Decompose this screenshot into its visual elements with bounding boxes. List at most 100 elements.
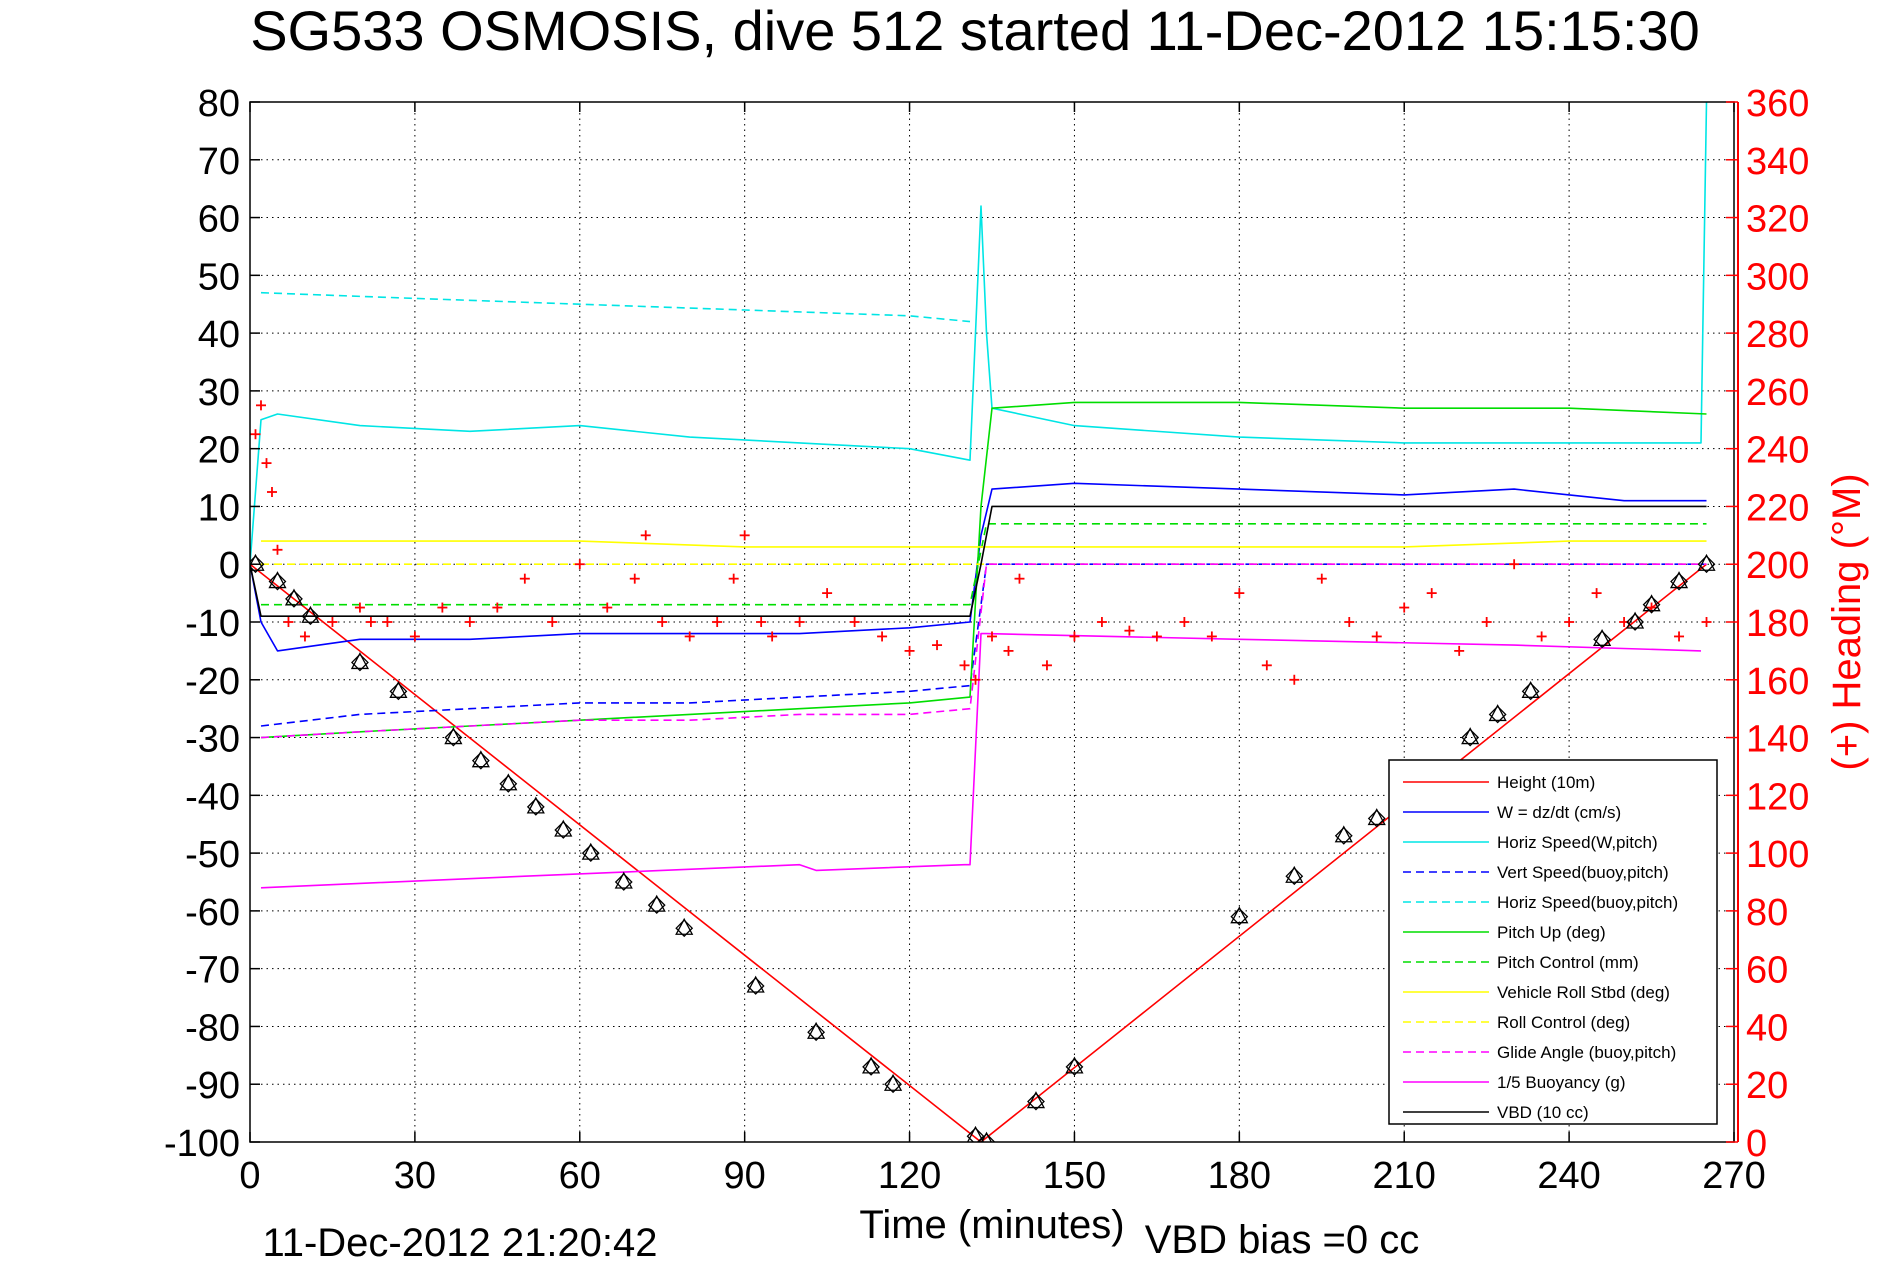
y-tick-label: 70 [198,141,240,183]
depth-marker-diamond [1593,630,1612,649]
heading-marker [1124,625,1135,636]
depth-marker-triangle [980,1131,993,1142]
depth-marker-triangle [1642,594,1661,612]
heading-marker [728,573,739,584]
heading-marker [1069,631,1080,642]
y2-tick-label: 60 [1746,950,1788,992]
y-tick-label: -60 [185,892,240,934]
depth-marker [499,773,518,793]
depth-marker [977,1131,996,1142]
depth-marker-triangle [1065,1056,1084,1074]
heading-marker [959,660,970,671]
depth-marker [1488,704,1507,724]
heading-marker [629,573,640,584]
heading-marker [904,645,915,656]
depth-marker [389,680,408,701]
plot-area [249,101,1735,1143]
x-tick-label: 150 [1043,1155,1106,1197]
marker-layer [250,400,1716,1142]
series-line-0 [250,563,1707,1142]
heading-marker [1426,588,1437,599]
legend-label-11: VBD (10 cc) [1497,1103,1589,1122]
depth-marker [1642,594,1661,614]
y2-tick-label: 120 [1746,776,1809,818]
series-line-2 [250,102,1708,565]
depth-marker [1026,1091,1046,1111]
depth-marker [1521,680,1540,701]
heading-marker [464,617,475,627]
heading-marker [255,400,266,411]
y2-tick-label: 100 [1746,834,1809,876]
depth-marker-diamond [526,797,545,816]
depth-marker-diamond [499,774,518,793]
depth-marker-triangle [581,842,600,860]
heading-marker [739,530,750,541]
heading-marker [877,631,888,642]
heading-marker [1536,631,1547,642]
y-tick-label: 50 [198,256,240,298]
depth-marker [444,727,463,747]
depth-marker-triangle [1461,727,1480,745]
footer-timestamp: 11-Dec-2012 21:20:42 [262,1221,657,1262]
heading-marker [327,617,338,627]
depth-marker [301,605,320,626]
depth-marker-diamond [675,919,694,938]
depth-marker [861,1056,881,1076]
depth-marker-diamond [1367,809,1386,828]
depth-marker [1230,906,1249,926]
depth-marker [1367,808,1386,828]
depth-marker [966,1125,985,1142]
depth-marker-diamond [1461,728,1480,747]
depth-marker-triangle [966,1125,985,1142]
x-tick-label: 120 [878,1155,941,1197]
y-tick-label: -80 [185,1007,240,1049]
depth-marker [526,796,545,816]
series-line-7 [261,540,1707,548]
legend-label-4: Horiz Speed(buoy,pitch) [1497,893,1678,912]
y-tick-label: 60 [198,199,240,241]
heading-marker [1316,573,1327,584]
heading-marker [987,631,997,642]
depth-marker-triangle [1625,611,1645,629]
y-tick-label: 40 [198,314,240,356]
y2-tick-label: 320 [1746,199,1809,241]
series-line-9 [260,563,1707,739]
depth-marker-diamond [1230,907,1249,926]
y-tick-label: 10 [198,487,240,529]
depth-marker-diamond [1334,826,1353,845]
heading-marker [1206,631,1217,642]
heading-marker [932,640,943,651]
y2-tick-label: 40 [1746,1007,1788,1049]
depth-marker [284,588,304,608]
y-tick-label: 0 [219,545,240,587]
heading-marker [354,602,365,613]
series-line-5 [260,401,1707,739]
y-axis-right: 3603403203002802602402202001801601401201… [1726,83,1809,1165]
depth-marker [1334,825,1353,845]
depth-marker [554,819,573,839]
depth-marker [268,571,287,591]
heading-marker [1289,674,1300,685]
depth-marker-triangle [675,917,694,935]
y2-tick-label: 0 [1746,1123,1767,1165]
heading-marker [684,631,695,642]
depth-marker-diamond [301,607,320,626]
y2-tick-label: 200 [1746,545,1809,587]
depth-marker-diamond [389,682,408,701]
heading-marker [299,631,310,642]
y-tick-label: -90 [185,1065,240,1107]
legend-label-9: Glide Angle (buoy,pitch) [1497,1043,1676,1062]
depth-marker-diamond [746,977,765,995]
heading-marker [756,617,767,627]
depth-marker-triangle [1488,704,1507,722]
depth-marker-diamond [581,844,600,863]
y2-tick-label: 300 [1746,256,1809,298]
depth-marker [1593,628,1612,649]
depth-marker [883,1073,903,1094]
depth-marker-diamond [1697,555,1716,574]
depth-marker-triangle [268,571,287,589]
heading-marker [1371,631,1382,642]
heading-marker [272,544,283,555]
heading-marker [1096,617,1107,627]
